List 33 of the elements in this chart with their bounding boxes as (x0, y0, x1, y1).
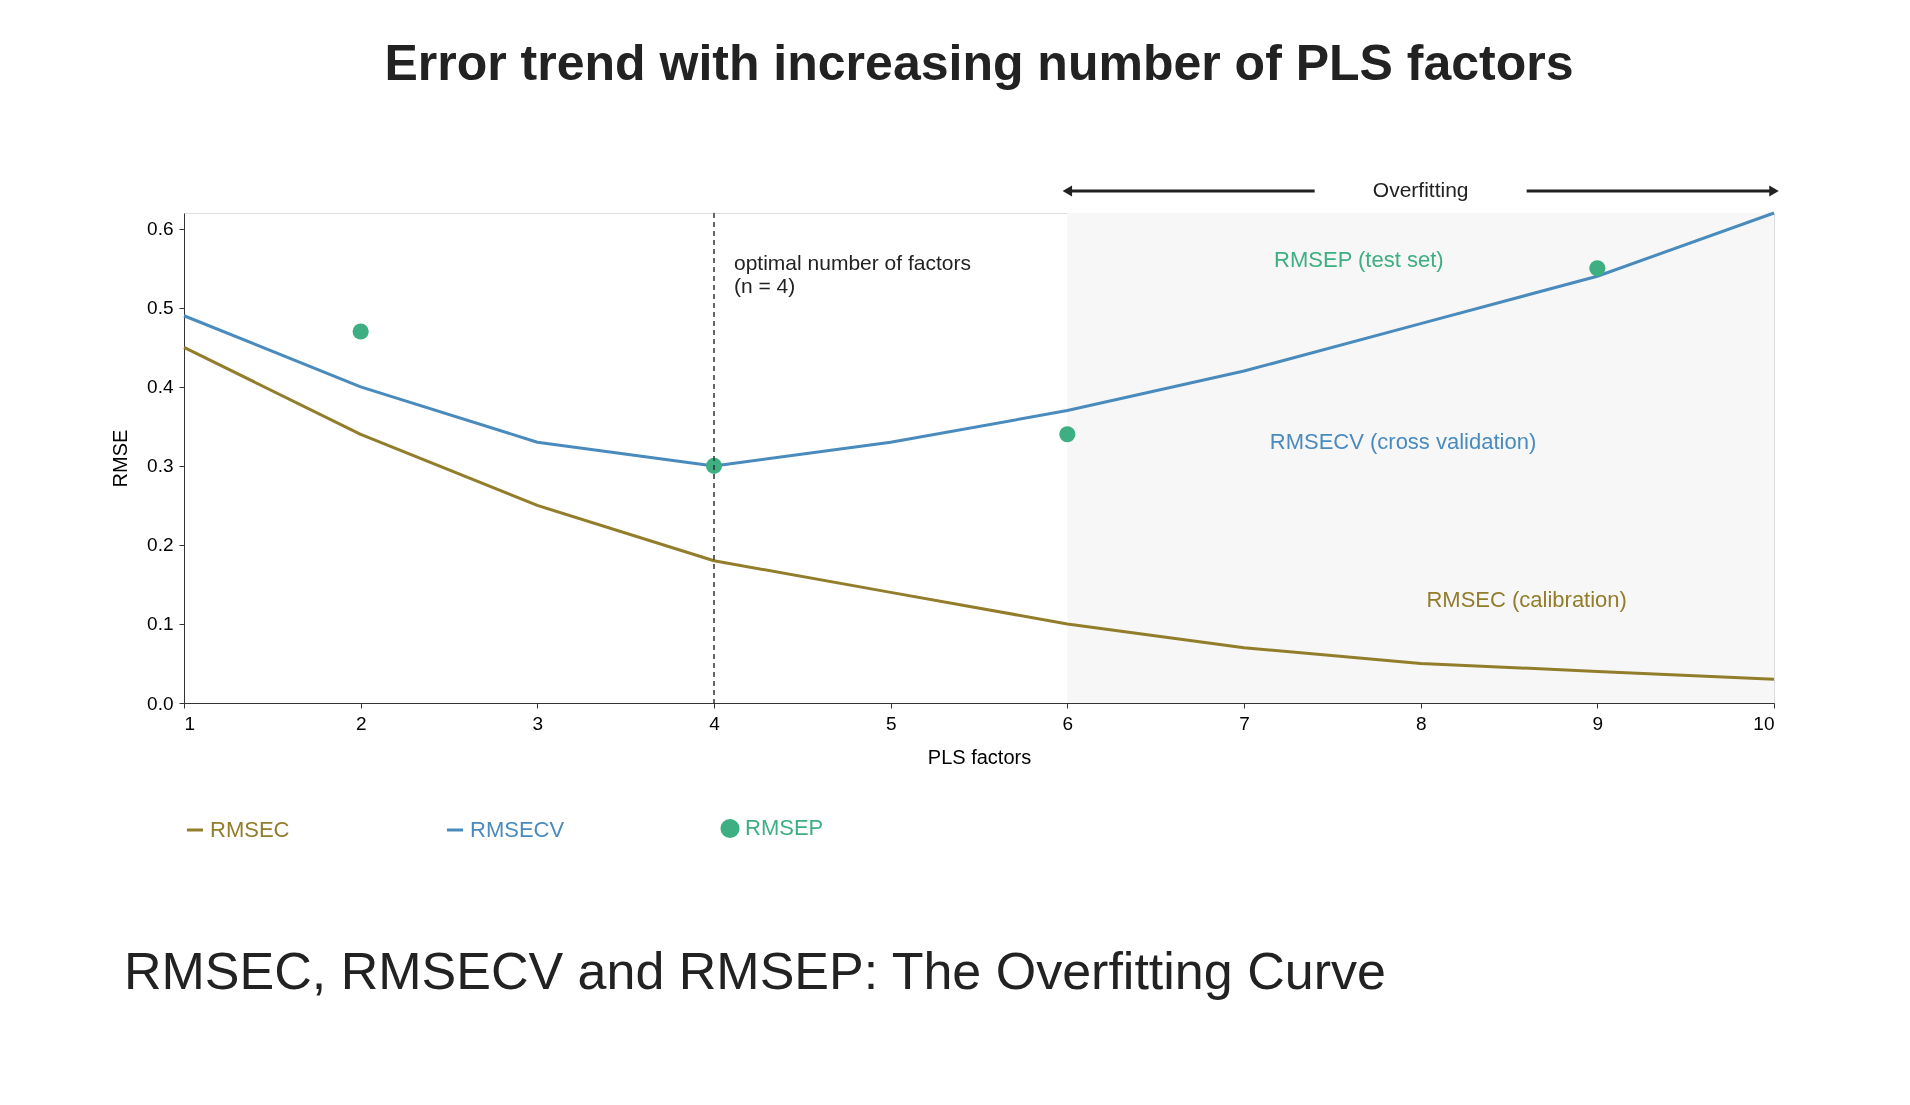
chart-title: Error trend with increasing number of PLS factors (384, 35, 1574, 91)
y-tick-label: 0.0 (147, 692, 174, 714)
legend-label: RMSEP (745, 815, 824, 841)
annotation: RMSECV (cross validation) (1269, 429, 1537, 455)
x-tick-label: 2 (355, 712, 367, 734)
text: RMSEC, RMSECV and RMSEP: The Overfitting Curve (124, 942, 1386, 1000)
y-tick-label: 0.1 (147, 613, 174, 635)
x-tick-label: 8 (1415, 712, 1427, 734)
band-label: Overfitting (1372, 178, 1469, 201)
x-tick-label: 3 (532, 712, 544, 734)
legend-label: RMSEC (210, 817, 290, 842)
point (1589, 260, 1606, 277)
y-tick-label: 0.5 (147, 297, 174, 319)
x-tick-label: 7 (1239, 712, 1250, 734)
x-tick-label: 5 (885, 712, 897, 734)
y-tick-label: 0.3 (147, 455, 174, 477)
y-axis-title: RMSE (109, 429, 132, 488)
y-tick-label: 0.4 (147, 376, 174, 398)
line-series (182, 345, 1776, 681)
annotation: RMSEC (calibration) (1426, 587, 1627, 613)
legend-label: RMSECV (470, 817, 565, 842)
point (352, 323, 369, 340)
x-axis-title: PLS factors (927, 745, 1032, 768)
annotation: RMSEP (test set) (1274, 247, 1444, 273)
y-tick-label: 0.6 (147, 218, 174, 240)
ref-line-label: optimal number of factors (n = 4) (734, 251, 971, 297)
x-tick-label: 4 (709, 712, 721, 734)
y-tick-label: 0.2 (147, 534, 174, 556)
x-tick-label: 10 (1753, 712, 1775, 734)
point (1059, 426, 1076, 443)
x-tick-label: 1 (184, 712, 196, 734)
x-tick-label: 6 (1062, 712, 1074, 734)
x-tick-label: 9 (1592, 712, 1604, 734)
